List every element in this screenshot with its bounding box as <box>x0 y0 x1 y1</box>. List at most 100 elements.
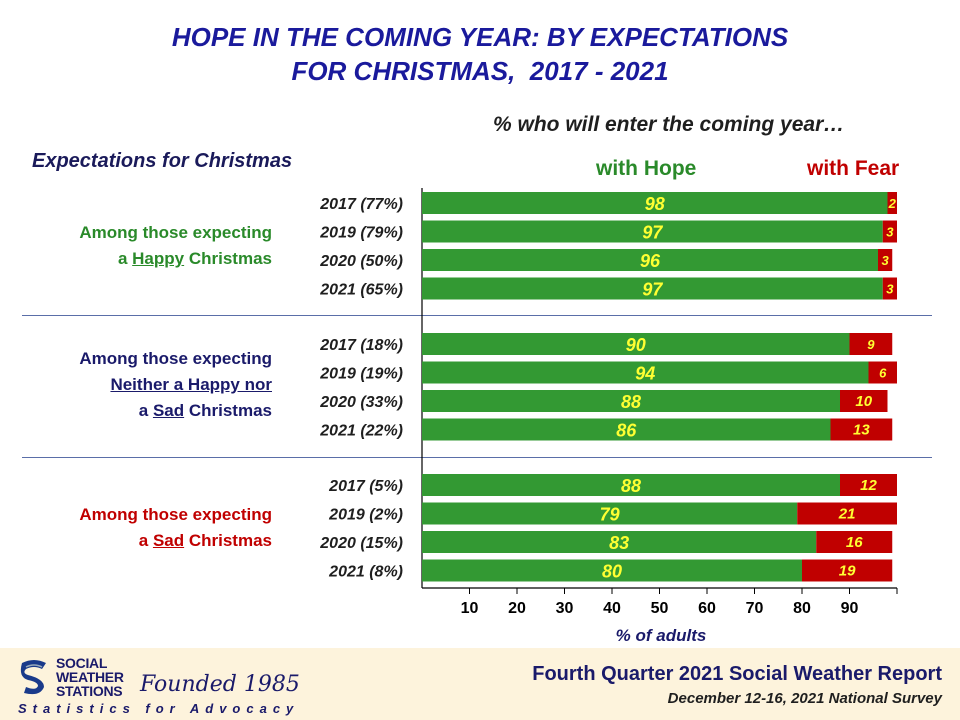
footer-band <box>0 648 960 720</box>
chart-title-line1: HOPE IN THE COMING YEAR: BY EXPECTATIONS <box>171 22 789 52</box>
group-label-happy-post: Christmas <box>184 249 272 268</box>
fear-bar <box>797 502 897 525</box>
hope-value-label: 83 <box>609 533 629 553</box>
hope-bar <box>422 531 817 553</box>
category-label: 2017 (18%) <box>319 337 403 354</box>
group-label-happy-line1: Among those expecting <box>79 223 272 242</box>
group-label-sad-post: Christmas <box>184 531 272 550</box>
group-label-sad: Among those expecting a Sad Christmas <box>79 502 272 554</box>
hope-value-label: 88 <box>621 392 641 412</box>
fear-value-label: 13 <box>853 422 870 439</box>
group-separator-2 <box>22 457 932 458</box>
legend-hope: with Hope <box>596 157 697 180</box>
fear-bar <box>840 390 888 412</box>
hope-bar <box>422 220 883 243</box>
footer-subtitle: December 12-16, 2021 National Survey <box>667 690 942 707</box>
fear-bar <box>882 220 897 243</box>
hope-value-label: 86 <box>616 421 637 441</box>
x-tick-label-40: 40 <box>603 600 621 617</box>
footer-title: Fourth Quarter 2021 Social Weather Repor… <box>532 663 942 685</box>
chart-subtitle: % who will enter the coming year… <box>493 113 845 136</box>
category-label: 2019 (79%) <box>319 225 403 242</box>
hope-value-label: 80 <box>602 562 622 582</box>
group-label-neither-underlined: Neither a Happy nor <box>110 375 272 394</box>
hope-bar <box>422 474 840 496</box>
hope-value-label: 97 <box>642 280 663 300</box>
group-label-neither-line1: Among those expecting <box>79 349 272 368</box>
group-label-sad-underlined: Sad <box>152 531 185 550</box>
x-tick-label-50: 50 <box>651 600 669 617</box>
fear-bar <box>816 531 893 553</box>
fear-value-label: 10 <box>855 393 872 410</box>
hope-bar <box>422 559 802 582</box>
fear-value-label: 6 <box>879 366 887 381</box>
x-tick-label-90: 90 <box>841 600 859 617</box>
sws-logo-icon <box>20 660 46 695</box>
x-axis-label: % of adults <box>616 626 707 645</box>
hope-value-label: 94 <box>635 364 655 384</box>
hope-bar <box>422 390 840 412</box>
x-tick-label-10: 10 <box>461 600 479 617</box>
fear-bar <box>882 277 897 300</box>
fear-value-label: 3 <box>886 225 894 240</box>
stacked-bar-chart: 10 20 30 40 50 60 70 80 90 % of adults 2017 (77%) 9… <box>319 188 898 645</box>
group-label-neither-underlined-sad: Sad <box>152 401 185 420</box>
hope-bar <box>422 502 798 525</box>
chart-title: HOPE IN THE COMING YEAR: BY EXPECTATIONS… <box>0 20 960 88</box>
group-label-happy-pre: a <box>117 249 133 268</box>
fear-bar <box>887 192 897 214</box>
fear-value-label: 19 <box>839 563 856 580</box>
category-label: 2017 (5%) <box>328 478 403 495</box>
x-tick-label-80: 80 <box>793 600 811 617</box>
x-tick-label-30: 30 <box>556 600 574 617</box>
category-label: 2017 (77%) <box>319 196 403 213</box>
logo-line2: WEATHER <box>56 669 124 685</box>
category-label: 2021 (65%) <box>319 282 403 299</box>
group-label-neither-post: Christmas <box>184 401 272 420</box>
chart-title-line2: FOR CHRISTMAS, 2017 - 2021 <box>291 56 669 86</box>
x-tick-label-60: 60 <box>698 600 716 617</box>
category-label: 2020 (50%) <box>319 253 403 270</box>
logo-founded: Founded 1985 <box>140 672 300 697</box>
hope-value-label: 88 <box>621 476 641 496</box>
logo-line1: SOCIAL <box>56 655 108 671</box>
group-label-sad-pre: a <box>138 531 153 550</box>
group-label-neither-pre: a <box>138 401 153 420</box>
group-separator-1 <box>22 315 932 316</box>
hope-bar <box>422 333 850 355</box>
hope-bar <box>422 249 878 271</box>
logo-tagline: Statistics for Advocacy <box>18 701 300 716</box>
fear-bar <box>878 249 893 271</box>
hope-bar <box>422 418 831 441</box>
group-label-happy-underlined: Happy <box>132 249 185 268</box>
group-label-neither: Among those expecting Neither a Happy no… <box>79 346 272 424</box>
fear-bar <box>868 361 897 384</box>
expectations-label: Expectations for Christmas <box>32 150 293 172</box>
fear-bar <box>830 418 893 441</box>
logo-text: SOCIAL WEATHER STATIONS <box>56 656 124 698</box>
fear-bar <box>840 474 897 496</box>
hope-bar <box>422 277 883 300</box>
fear-value-label: 2 <box>888 196 897 211</box>
category-label: 2019 (19%) <box>319 366 403 383</box>
fear-value-label: 3 <box>882 253 890 268</box>
fear-bar <box>849 333 893 355</box>
category-label: 2020 (15%) <box>319 535 403 552</box>
category-label: 2019 (2%) <box>328 507 403 524</box>
x-tick-label-20: 20 <box>508 600 526 617</box>
fear-value-label: 12 <box>860 477 877 494</box>
hope-value-label: 98 <box>645 194 665 214</box>
hope-value-label: 97 <box>642 223 663 243</box>
group-label-sad-line1: Among those expecting <box>79 505 272 524</box>
fear-value-label: 16 <box>846 534 863 551</box>
category-label: 2020 (33%) <box>319 394 403 411</box>
x-tick-label-70: 70 <box>746 600 764 617</box>
legend-fear: with Fear <box>807 157 900 180</box>
hope-value-label: 90 <box>626 335 646 355</box>
fear-bar <box>802 559 893 582</box>
hope-value-label: 79 <box>600 505 620 525</box>
category-label: 2021 (8%) <box>328 564 403 581</box>
group-label-happy: Among those expecting a Happy Christmas <box>79 220 272 272</box>
logo-line3: STATIONS <box>56 683 123 699</box>
fear-value-label: 9 <box>867 337 875 352</box>
